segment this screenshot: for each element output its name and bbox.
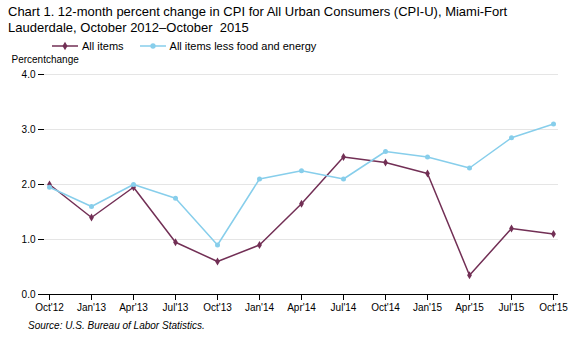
- html-text:All items less food and energy: All items less food and energy: [169, 40, 317, 52]
- html-text:All items: All items: [82, 40, 124, 52]
- svg-text:Oct'14: Oct'14: [371, 302, 400, 313]
- svg-text:2.0: 2.0: [22, 179, 36, 190]
- svg-text:Jul'13: Jul'13: [163, 302, 189, 313]
- html-text:Chart 1. 12-month percent chan: Chart 1. 12-month percent change in CPI …: [8, 4, 511, 35]
- svg-text:1.0: 1.0: [22, 234, 36, 245]
- svg-text:Apr'14: Apr'14: [287, 302, 316, 313]
- svg-text:Jul'14: Jul'14: [331, 302, 357, 313]
- svg-text:Oct'12: Oct'12: [35, 302, 64, 313]
- svg-text:Apr'15: Apr'15: [455, 302, 484, 313]
- svg-text:Jan'13: Jan'13: [77, 302, 107, 313]
- svg-text:Oct'13: Oct'13: [203, 302, 232, 313]
- svg-text:0.0: 0.0: [22, 289, 36, 300]
- svg-text:4.0: 4.0: [22, 69, 36, 80]
- html-text:Source: U.S. Bureau of Labor S: Source: U.S. Bureau of Labor Statistics.: [28, 320, 205, 331]
- svg-text:Oct'15: Oct'15: [539, 302, 568, 313]
- svg-text:Percentchange: Percentchange: [12, 54, 80, 65]
- svg-text:Jan'14: Jan'14: [245, 302, 275, 313]
- svg-text:Apr'13: Apr'13: [119, 302, 148, 313]
- svg-text:Jan'15: Jan'15: [413, 302, 443, 313]
- svg-text:Jul'15: Jul'15: [499, 302, 525, 313]
- svg-text:3.0: 3.0: [22, 124, 36, 135]
